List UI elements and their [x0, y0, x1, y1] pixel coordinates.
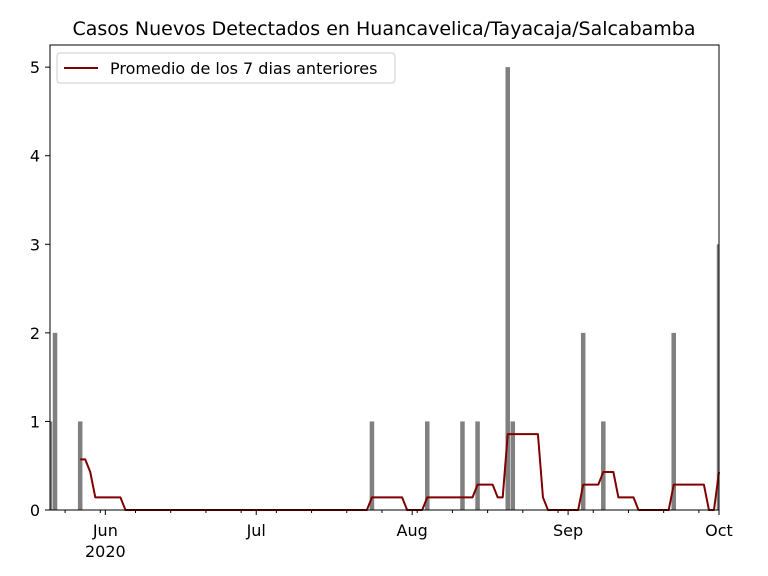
bar [716, 244, 719, 511]
plot-frame [49, 44, 720, 511]
series-line [80, 433, 720, 511]
bar [369, 421, 375, 510]
bar [671, 332, 676, 510]
bar [505, 67, 511, 511]
x-tick-label: Oct [705, 521, 733, 540]
legend-box [56, 52, 396, 84]
bar [52, 332, 58, 510]
y-axis: 0 1 2 3 4 5 [30, 58, 50, 520]
chart-title: Casos Nuevos Detectados en Huancavelica/… [73, 18, 696, 40]
bar [510, 421, 516, 510]
line-group [80, 433, 720, 511]
y-tick-label: 3 [30, 235, 40, 254]
legend-label: Promedio de los 7 dias anteriores [110, 59, 377, 78]
x-tick-sublabel: 2020 [85, 542, 126, 561]
x-tick-label: Sep [553, 521, 583, 540]
x-tick-label: Jun [92, 521, 118, 540]
bar [424, 421, 430, 510]
legend: Promedio de los 7 dias anteriores [56, 52, 396, 84]
bar [50, 421, 53, 510]
y-tick-label: 5 [30, 58, 40, 77]
y-tick-label: 4 [30, 147, 40, 166]
y-tick-label: 2 [30, 324, 40, 343]
x-tick-label: Jul [246, 521, 266, 540]
y-tick-label: 1 [30, 412, 40, 431]
bar [460, 421, 465, 510]
bar [475, 421, 480, 510]
bar [77, 421, 83, 510]
y-tick-label: 0 [30, 501, 40, 520]
bar [601, 421, 606, 510]
bars-group [50, 67, 719, 511]
x-tick-label: Aug [397, 521, 428, 540]
x-axis: Jun 2020 Jul Aug Sep Oct [64, 510, 733, 561]
bar [580, 332, 586, 510]
